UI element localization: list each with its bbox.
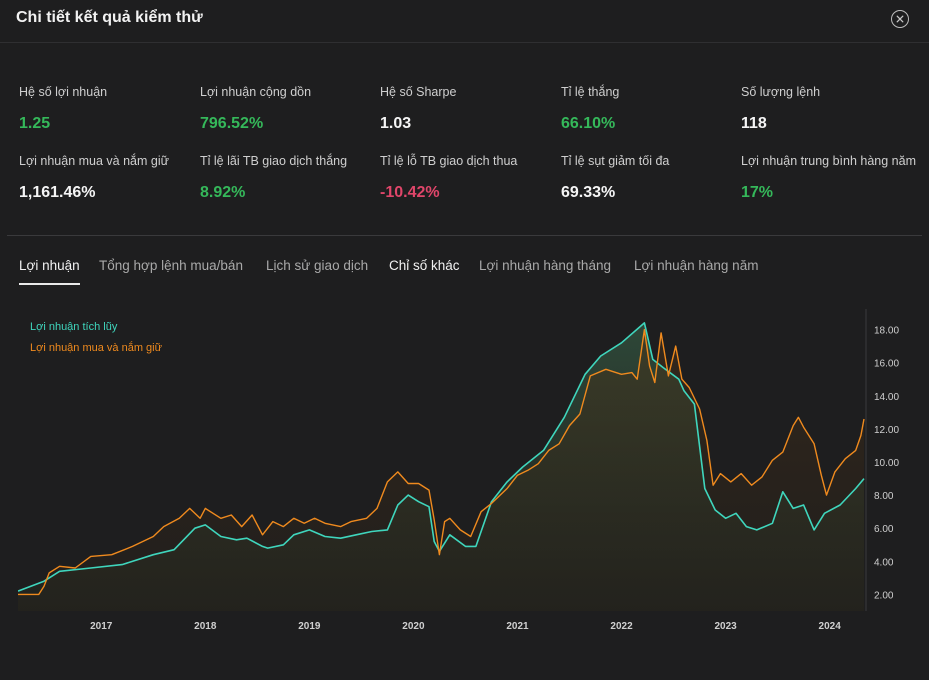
metric-label: Hệ số lợi nhuận: [19, 85, 108, 99]
metric-value: 1.03: [380, 115, 412, 132]
section-divider: [7, 235, 922, 236]
x-tick-label: 2018: [194, 621, 217, 632]
x-tick-label: 2024: [819, 621, 842, 632]
metric-max-drawdown: Tỉ lệ sụt giảm tối đa 69.33%: [561, 154, 741, 202]
metric-label: Tỉ lệ thắng: [561, 85, 620, 99]
y-tick-label: 4.00: [874, 557, 894, 568]
metric-value: 8.92%: [200, 184, 246, 201]
metric-sharpe-ratio: Hệ số Sharpe 1.03: [380, 85, 560, 133]
close-icon[interactable]: [891, 10, 909, 28]
tab-profit[interactable]: Lợi nhuận: [19, 258, 80, 285]
line-buy-hold: [18, 328, 865, 596]
tab-monthly-profit[interactable]: Lợi nhuận hàng tháng: [479, 258, 611, 273]
metric-value: -10.42%: [380, 184, 440, 201]
metric-profit-factor: Hệ số lợi nhuận 1.25: [19, 85, 199, 133]
profit-chart-svg: 2.00 4.00 6.00 8.00 10.00 12.00 14.00 16.00 18.0…: [17, 309, 899, 632]
tab-other-metrics[interactable]: Chỉ số khác: [389, 258, 460, 273]
y-tick-label: 18.00: [874, 326, 899, 337]
x-tick-label: 2023: [714, 621, 737, 632]
metric-label: Tỉ lệ sụt giảm tối đa: [561, 154, 670, 168]
x-tick-label: 2021: [506, 621, 529, 632]
x-tick-label: 2020: [402, 621, 425, 632]
area-buy-hold: [18, 329, 864, 611]
metric-label: Lợi nhuận trung bình hàng năm: [741, 154, 916, 168]
metric-label: Tỉ lệ lãi TB giao dịch thắng: [200, 154, 348, 168]
metric-value: 118: [741, 115, 767, 132]
metric-avg-loss: Tỉ lệ lỗ TB giao dịch thua -10.42%: [380, 154, 560, 202]
legend-item-buy-hold: Lợi nhuận mua và nắm giữ: [30, 342, 162, 354]
tab-yearly-profit[interactable]: Lợi nhuận hàng năm: [634, 258, 759, 273]
metric-value: 66.10%: [561, 115, 616, 132]
y-tick-label: 2.00: [874, 590, 894, 601]
y-tick-label: 16.00: [874, 359, 899, 370]
metric-label: Hệ số Sharpe: [380, 85, 457, 99]
tab-bar: Lợi nhuận Tổng hợp lệnh mua/bán Lịch sử …: [0, 258, 929, 290]
metric-order-count: Số lượng lệnh 118: [741, 85, 921, 133]
chart-legend: Lợi nhuận tích lũy Lợi nhuận mua và nắm …: [30, 317, 162, 359]
metric-value: 796.52%: [200, 115, 264, 132]
metric-label: Lợi nhuận cộng dồn: [200, 85, 312, 99]
metrics-panel: Hệ số lợi nhuận 1.25 Lợi nhuận cộng dồn …: [0, 42, 929, 235]
x-tick-label: 2017: [90, 621, 113, 632]
y-tick-label: 14.00: [874, 392, 899, 403]
metric-value: 17%: [741, 184, 774, 201]
metric-label: Lợi nhuận mua và nắm giữ: [19, 154, 169, 168]
legend-item-cumulative: Lợi nhuận tích lũy: [30, 321, 118, 333]
metric-value: 1.25: [19, 115, 51, 132]
y-tick-label: 8.00: [874, 491, 894, 502]
tab-order-summary[interactable]: Tổng hợp lệnh mua/bán: [99, 258, 243, 273]
line-cumulative: [17, 322, 865, 592]
dialog-title: Chi tiết kết quả kiểm thử: [16, 9, 203, 26]
x-tick-label: 2022: [610, 621, 633, 632]
metric-label: Tỉ lệ lỗ TB giao dịch thua: [380, 154, 518, 168]
metric-annual-avg-profit: Lợi nhuận trung bình hàng năm 17%: [741, 154, 921, 202]
profit-chart: 2.00 4.00 6.00 8.00 10.00 12.00 14.00 16.00 18.0…: [17, 305, 918, 635]
metric-value: 1,161.46%: [19, 184, 96, 201]
y-tick-label: 12.00: [874, 425, 899, 436]
metric-value: 69.33%: [561, 184, 616, 201]
y-tick-label: 6.00: [874, 524, 894, 535]
metric-win-rate: Tỉ lệ thắng 66.10%: [561, 85, 741, 133]
dialog-header: Chi tiết kết quả kiểm thử: [0, 0, 929, 43]
metric-avg-win: Tỉ lệ lãi TB giao dịch thắng 8.92%: [200, 154, 380, 202]
metric-label: Số lượng lệnh: [741, 85, 821, 99]
metric-cumulative-profit: Lợi nhuận cộng dồn 796.52%: [200, 85, 380, 133]
x-tick-label: 2019: [298, 621, 321, 632]
y-tick-label: 10.00: [874, 458, 899, 469]
tab-trade-history[interactable]: Lịch sử giao dịch: [266, 258, 369, 273]
metric-buy-and-hold-profit: Lợi nhuận mua và nắm giữ 1,161.46%: [19, 154, 199, 202]
